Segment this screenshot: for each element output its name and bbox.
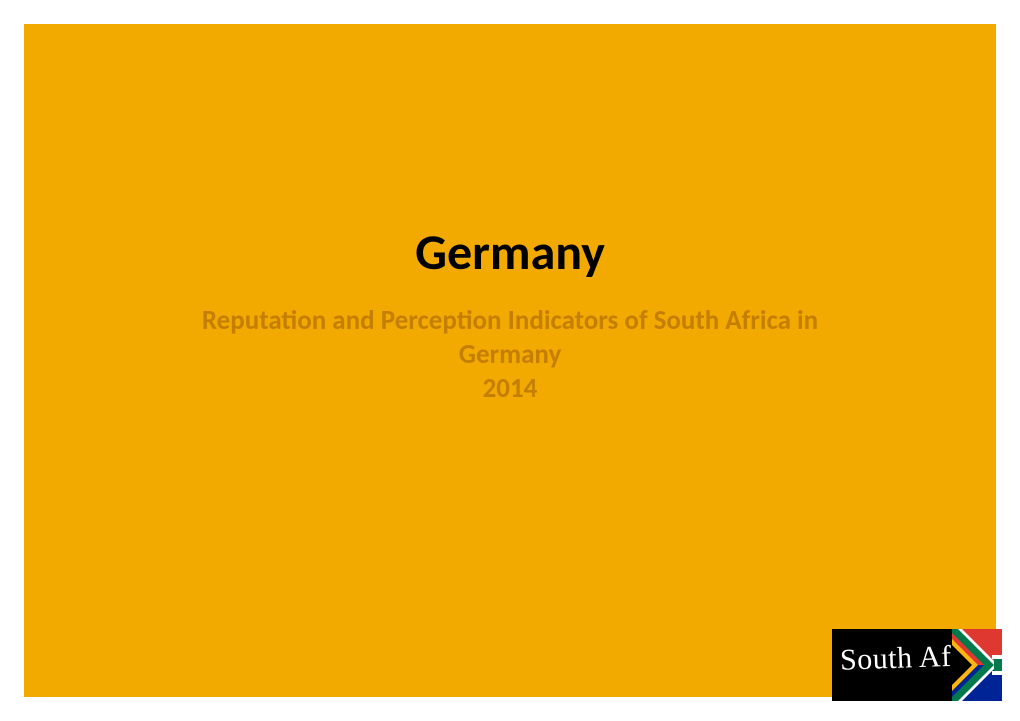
flag-white-bot [992, 671, 1002, 675]
slide-outer: Germany Reputation and Perception Indica… [0, 0, 1020, 721]
sa-flag-icon [952, 629, 1002, 701]
slide-title: Germany [24, 222, 996, 283]
subtitle-line-2: Germany [24, 338, 996, 372]
subtitle-line-3: 2014 [24, 372, 996, 406]
slide-canvas: Germany Reputation and Perception Indica… [24, 24, 996, 697]
flag-green-band [994, 659, 1002, 671]
south-africa-logo: South Africa [832, 629, 1002, 701]
flag-white-top [992, 655, 1002, 659]
subtitle-line-1: Reputation and Perception Indicators of … [24, 304, 996, 338]
slide-subtitle: Reputation and Perception Indicators of … [24, 304, 996, 405]
